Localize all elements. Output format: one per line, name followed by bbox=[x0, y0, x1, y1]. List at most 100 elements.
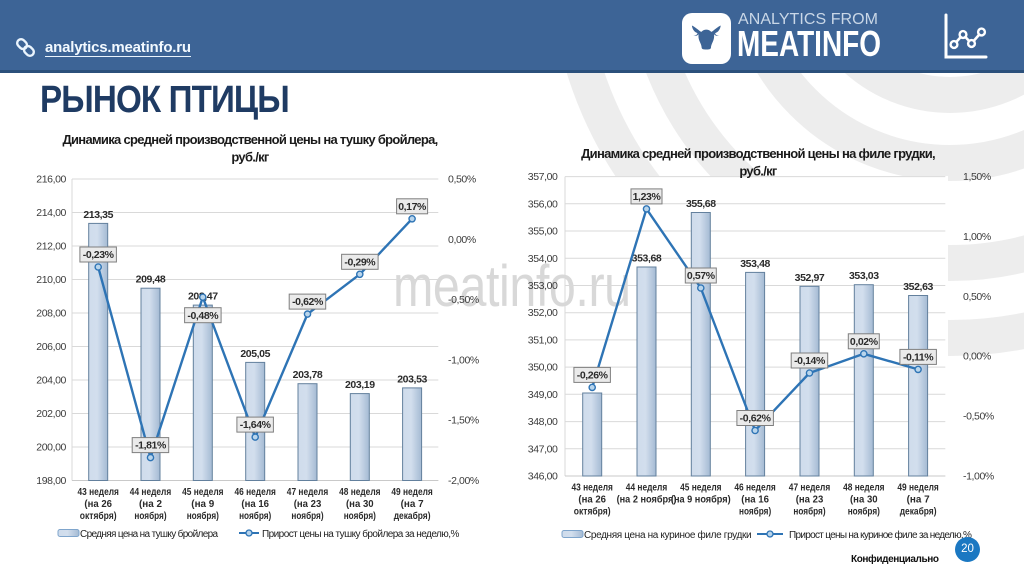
svg-text:353,00: 353,00 bbox=[528, 280, 558, 292]
svg-text:44 неделя: 44 неделя bbox=[130, 486, 171, 498]
svg-text:-1,50%: -1,50% bbox=[448, 415, 479, 427]
svg-text:Динамика средней производствен: Динамика средней производственной цены н… bbox=[62, 132, 437, 147]
svg-text:47 неделя: 47 неделя bbox=[789, 482, 830, 494]
svg-text:-0,29%: -0,29% bbox=[344, 256, 376, 268]
svg-text:205,05: 205,05 bbox=[240, 348, 270, 360]
svg-text:350,00: 350,00 bbox=[528, 362, 558, 374]
svg-text:руб./кг: руб./кг bbox=[231, 150, 270, 165]
svg-text:(на 23: (на 23 bbox=[294, 498, 322, 510]
svg-text:203,19: 203,19 bbox=[345, 379, 375, 391]
svg-text:209,48: 209,48 bbox=[136, 274, 166, 286]
svg-text:-0,11%: -0,11% bbox=[903, 352, 934, 364]
svg-text:48 неделя: 48 неделя bbox=[843, 482, 884, 494]
svg-text:-1,64%: -1,64% bbox=[240, 419, 272, 431]
svg-text:-0,62%: -0,62% bbox=[292, 296, 324, 308]
svg-text:200,00: 200,00 bbox=[36, 442, 66, 454]
svg-text:216,00: 216,00 bbox=[36, 174, 66, 186]
svg-text:руб./кг: руб./кг bbox=[739, 164, 778, 179]
svg-text:0,50%: 0,50% bbox=[963, 291, 991, 303]
svg-text:ANALYTICS FROM: ANALYTICS FROM bbox=[738, 11, 878, 28]
svg-text:348,00: 348,00 bbox=[528, 416, 558, 428]
svg-text:Прирост цены на тушку бройлера: Прирост цены на тушку бройлера за неделю… bbox=[262, 528, 459, 540]
svg-text:356,00: 356,00 bbox=[528, 198, 558, 210]
svg-text:-1,81%: -1,81% bbox=[135, 440, 167, 452]
svg-text:202,00: 202,00 bbox=[36, 408, 66, 420]
svg-text:ноября): ноября) bbox=[739, 506, 771, 518]
svg-text:Динамика средней производствен: Динамика средней производственной цены н… bbox=[581, 146, 935, 161]
svg-text:(на 16: (на 16 bbox=[241, 498, 269, 510]
svg-text:0,57%: 0,57% bbox=[687, 270, 716, 282]
svg-text:ноября): ноября) bbox=[793, 506, 825, 518]
svg-text:Средняя цена на куриное филе г: Средняя цена на куриное филе грудки bbox=[584, 529, 751, 541]
svg-text:203,78: 203,78 bbox=[293, 369, 323, 381]
svg-text:(на 30: (на 30 bbox=[850, 494, 878, 506]
svg-text:353,48: 353,48 bbox=[740, 258, 770, 270]
svg-text:(на 2: (на 2 bbox=[139, 498, 162, 510]
svg-text:ноября): ноября) bbox=[291, 510, 323, 522]
svg-text:0,50%: 0,50% bbox=[448, 174, 476, 186]
svg-text:-0,62%: -0,62% bbox=[740, 413, 772, 425]
svg-text:(на 26: (на 26 bbox=[578, 494, 606, 506]
svg-text:204,00: 204,00 bbox=[36, 375, 66, 387]
svg-text:ноября): ноября) bbox=[187, 510, 219, 522]
svg-text:(на 23: (на 23 bbox=[796, 494, 824, 506]
svg-text:MEATINFO: MEATINFO bbox=[737, 25, 881, 65]
svg-text:355,68: 355,68 bbox=[686, 198, 716, 210]
svg-text:44 неделя: 44 неделя bbox=[626, 482, 667, 494]
svg-text:1,00%: 1,00% bbox=[963, 231, 991, 243]
svg-text:декабря): декабря) bbox=[900, 506, 937, 518]
svg-text:352,63: 352,63 bbox=[903, 281, 933, 293]
svg-text:357,00: 357,00 bbox=[528, 171, 558, 183]
svg-text:353,68: 353,68 bbox=[632, 253, 662, 265]
svg-text:0,00%: 0,00% bbox=[963, 351, 991, 363]
svg-text:ноября): ноября) bbox=[848, 506, 880, 518]
svg-text:48 неделя: 48 неделя bbox=[339, 486, 380, 498]
svg-text:354,00: 354,00 bbox=[528, 253, 558, 265]
svg-text:-0,50%: -0,50% bbox=[448, 294, 479, 306]
svg-text:352,00: 352,00 bbox=[528, 307, 558, 319]
svg-text:октября): октября) bbox=[80, 510, 117, 522]
svg-text:Прирост цены на куриное филе з: Прирост цены на куриное филе за неделю,% bbox=[789, 529, 972, 541]
svg-text:(на 9 ноября): (на 9 ноября) bbox=[671, 494, 731, 506]
svg-text:(на 7: (на 7 bbox=[907, 494, 930, 506]
svg-text:208,00: 208,00 bbox=[36, 308, 66, 320]
svg-text:43 неделя: 43 неделя bbox=[572, 482, 613, 494]
svg-text:49 неделя: 49 неделя bbox=[897, 482, 938, 494]
svg-text:349,00: 349,00 bbox=[528, 389, 558, 401]
svg-text:1,23%: 1,23% bbox=[633, 191, 662, 203]
svg-text:-0,48%: -0,48% bbox=[187, 310, 219, 322]
svg-text:(на 16: (на 16 bbox=[741, 494, 769, 506]
svg-text:(на 26: (на 26 bbox=[84, 498, 112, 510]
svg-text:-1,00%: -1,00% bbox=[963, 471, 994, 483]
svg-text:(на 7: (на 7 bbox=[401, 498, 424, 510]
svg-text:-0,26%: -0,26% bbox=[577, 370, 609, 382]
svg-text:-1,00%: -1,00% bbox=[448, 354, 479, 366]
svg-text:ноября): ноября) bbox=[239, 510, 271, 522]
svg-text:49 неделя: 49 неделя bbox=[391, 486, 432, 498]
svg-text:47 неделя: 47 неделя bbox=[287, 486, 328, 498]
svg-text:-2,00%: -2,00% bbox=[448, 475, 479, 487]
svg-text:(на 30: (на 30 bbox=[346, 498, 374, 510]
svg-text:1,50%: 1,50% bbox=[963, 171, 991, 183]
svg-text:ноября): ноября) bbox=[134, 510, 166, 522]
svg-text:212,00: 212,00 bbox=[36, 241, 66, 253]
svg-text:ноября): ноября) bbox=[344, 510, 376, 522]
svg-text:-0,14%: -0,14% bbox=[794, 355, 826, 367]
svg-text:0,00%: 0,00% bbox=[448, 234, 476, 246]
svg-text:214,00: 214,00 bbox=[36, 207, 66, 219]
svg-text:347,00: 347,00 bbox=[528, 443, 558, 455]
svg-text:45 неделя: 45 неделя bbox=[680, 482, 721, 494]
svg-text:213,35: 213,35 bbox=[83, 209, 113, 221]
svg-text:45 неделя: 45 неделя bbox=[182, 486, 223, 498]
svg-text:(на 9: (на 9 bbox=[191, 498, 214, 510]
svg-text:355,00: 355,00 bbox=[528, 226, 558, 238]
svg-text:46 неделя: 46 неделя bbox=[235, 486, 276, 498]
svg-text:декабря): декабря) bbox=[394, 510, 431, 522]
svg-text:203,53: 203,53 bbox=[397, 373, 427, 385]
svg-text:0,17%: 0,17% bbox=[398, 201, 427, 213]
svg-text:-0,23%: -0,23% bbox=[83, 249, 115, 261]
svg-text:198,00: 198,00 bbox=[36, 475, 66, 487]
svg-text:352,97: 352,97 bbox=[795, 272, 825, 284]
svg-text:0,02%: 0,02% bbox=[850, 336, 879, 348]
svg-text:(на 2 ноября): (на 2 ноября) bbox=[617, 494, 677, 506]
